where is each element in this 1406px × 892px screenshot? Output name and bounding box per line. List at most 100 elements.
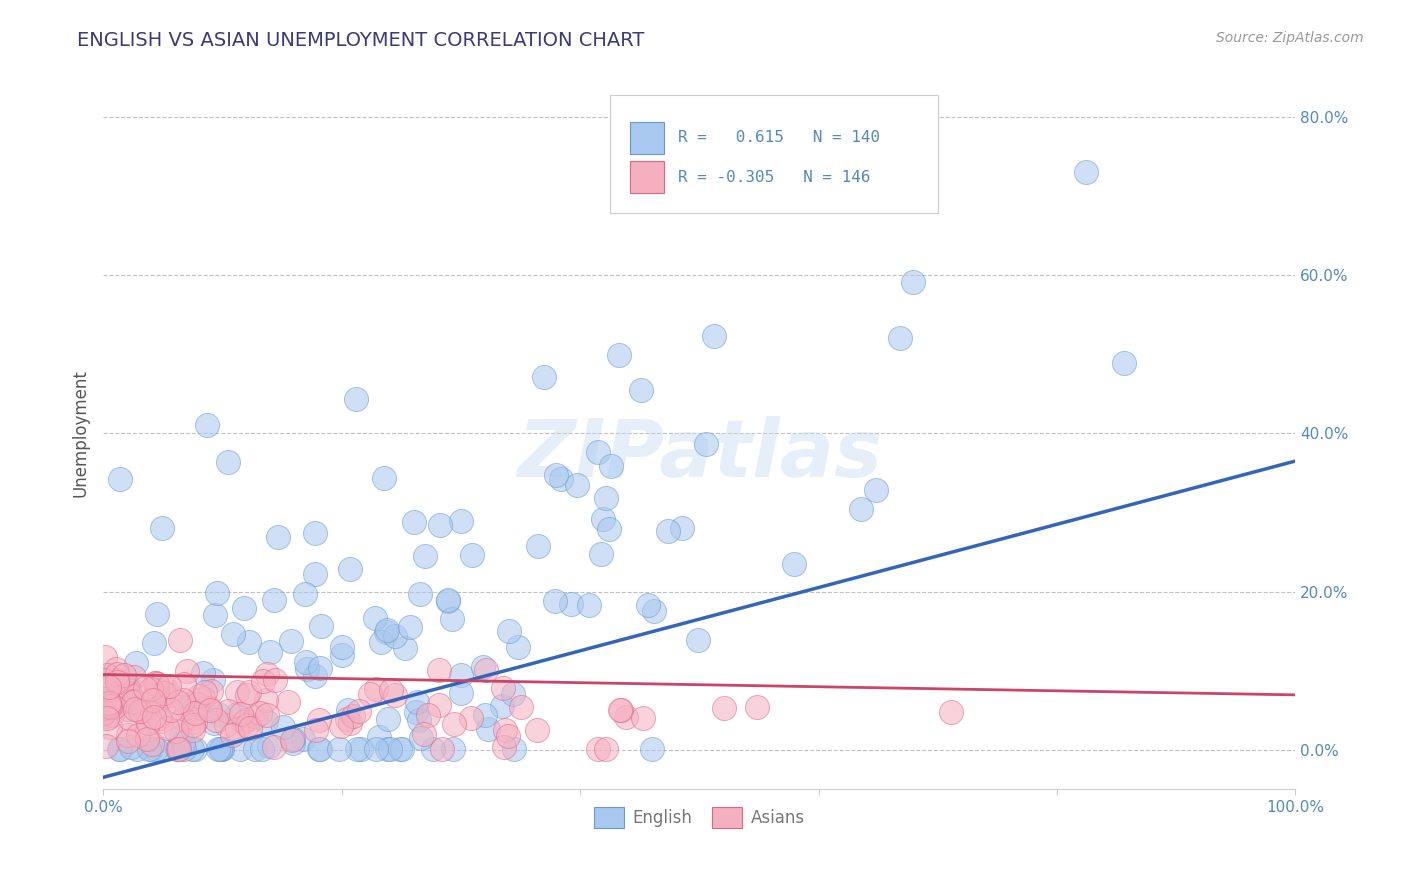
Point bbox=[266, 530, 288, 544]
Point bbox=[745, 700, 768, 714]
Point bbox=[889, 331, 911, 345]
Point bbox=[337, 703, 360, 717]
Point bbox=[422, 742, 444, 756]
Point bbox=[142, 636, 165, 650]
Point bbox=[111, 693, 134, 707]
Point bbox=[232, 600, 254, 615]
Point bbox=[496, 729, 519, 743]
Point bbox=[254, 692, 277, 706]
Point bbox=[430, 742, 453, 756]
Point bbox=[165, 724, 187, 739]
Point bbox=[373, 471, 395, 485]
Point bbox=[209, 742, 232, 756]
Point bbox=[117, 734, 139, 748]
Point bbox=[364, 681, 387, 696]
Point bbox=[96, 705, 118, 719]
Point bbox=[153, 685, 176, 699]
Point bbox=[184, 742, 207, 756]
Point bbox=[145, 742, 167, 756]
Point bbox=[330, 718, 353, 732]
Point bbox=[142, 693, 165, 707]
Point bbox=[657, 524, 679, 538]
Point bbox=[135, 704, 157, 718]
Point bbox=[252, 674, 274, 689]
Point bbox=[508, 640, 530, 654]
Text: Source: ZipAtlas.com: Source: ZipAtlas.com bbox=[1216, 31, 1364, 45]
Point bbox=[138, 742, 160, 756]
Point bbox=[226, 685, 249, 699]
Point bbox=[127, 728, 149, 742]
Point bbox=[280, 634, 302, 648]
Point bbox=[399, 620, 422, 634]
Point bbox=[179, 698, 201, 712]
Point bbox=[427, 698, 450, 713]
Point bbox=[595, 742, 617, 756]
Y-axis label: Unemployment: Unemployment bbox=[72, 369, 89, 497]
Point bbox=[142, 710, 165, 724]
Text: R = -0.305   N = 146: R = -0.305 N = 146 bbox=[678, 169, 870, 185]
Point bbox=[181, 718, 204, 732]
Point bbox=[183, 715, 205, 730]
Point bbox=[304, 526, 326, 541]
Point bbox=[108, 742, 131, 756]
Point bbox=[375, 742, 398, 756]
Point bbox=[367, 730, 389, 744]
Point bbox=[118, 683, 141, 698]
Point bbox=[146, 677, 169, 691]
Point bbox=[567, 477, 589, 491]
Text: R =   0.615   N = 140: R = 0.615 N = 140 bbox=[678, 130, 880, 145]
Point bbox=[295, 655, 318, 669]
Point bbox=[103, 700, 125, 714]
Point bbox=[211, 742, 233, 756]
Point bbox=[157, 679, 180, 693]
Point bbox=[98, 720, 121, 734]
Point bbox=[141, 737, 163, 751]
Point bbox=[592, 512, 614, 526]
Point bbox=[402, 515, 425, 529]
Point bbox=[384, 688, 406, 702]
Point bbox=[295, 662, 318, 676]
Point bbox=[509, 700, 531, 714]
Point bbox=[304, 723, 326, 738]
Point bbox=[436, 592, 458, 607]
Point bbox=[93, 673, 115, 687]
Point bbox=[221, 728, 243, 742]
Point bbox=[409, 731, 432, 745]
Point bbox=[226, 722, 249, 736]
Point bbox=[238, 635, 260, 649]
Point bbox=[598, 522, 620, 536]
Point bbox=[184, 706, 207, 721]
Point bbox=[143, 676, 166, 690]
Point bbox=[150, 742, 173, 756]
Point bbox=[215, 718, 238, 732]
Point bbox=[204, 608, 226, 623]
Point bbox=[586, 742, 609, 756]
Point bbox=[120, 690, 142, 704]
Point bbox=[169, 633, 191, 648]
Point bbox=[346, 742, 368, 756]
Point bbox=[328, 742, 350, 756]
Point bbox=[263, 592, 285, 607]
Point bbox=[207, 586, 229, 600]
Point bbox=[406, 696, 429, 710]
Point bbox=[533, 370, 555, 384]
Point bbox=[309, 742, 332, 756]
Point bbox=[429, 518, 451, 533]
Point bbox=[117, 678, 139, 692]
Point bbox=[148, 690, 170, 704]
Point bbox=[349, 742, 371, 756]
Point bbox=[339, 562, 361, 576]
Point bbox=[308, 713, 330, 727]
Point bbox=[97, 699, 120, 714]
Point bbox=[100, 707, 122, 722]
Point bbox=[136, 723, 159, 737]
Text: ENGLISH VS ASIAN UNEMPLOYMENT CORRELATION CHART: ENGLISH VS ASIAN UNEMPLOYMENT CORRELATIO… bbox=[77, 31, 645, 50]
Point bbox=[188, 690, 211, 704]
Point bbox=[195, 417, 218, 432]
Point bbox=[96, 711, 118, 725]
Point bbox=[104, 662, 127, 676]
Point bbox=[502, 687, 524, 701]
Point bbox=[1112, 356, 1135, 370]
Point bbox=[128, 704, 150, 718]
Point bbox=[136, 715, 159, 730]
